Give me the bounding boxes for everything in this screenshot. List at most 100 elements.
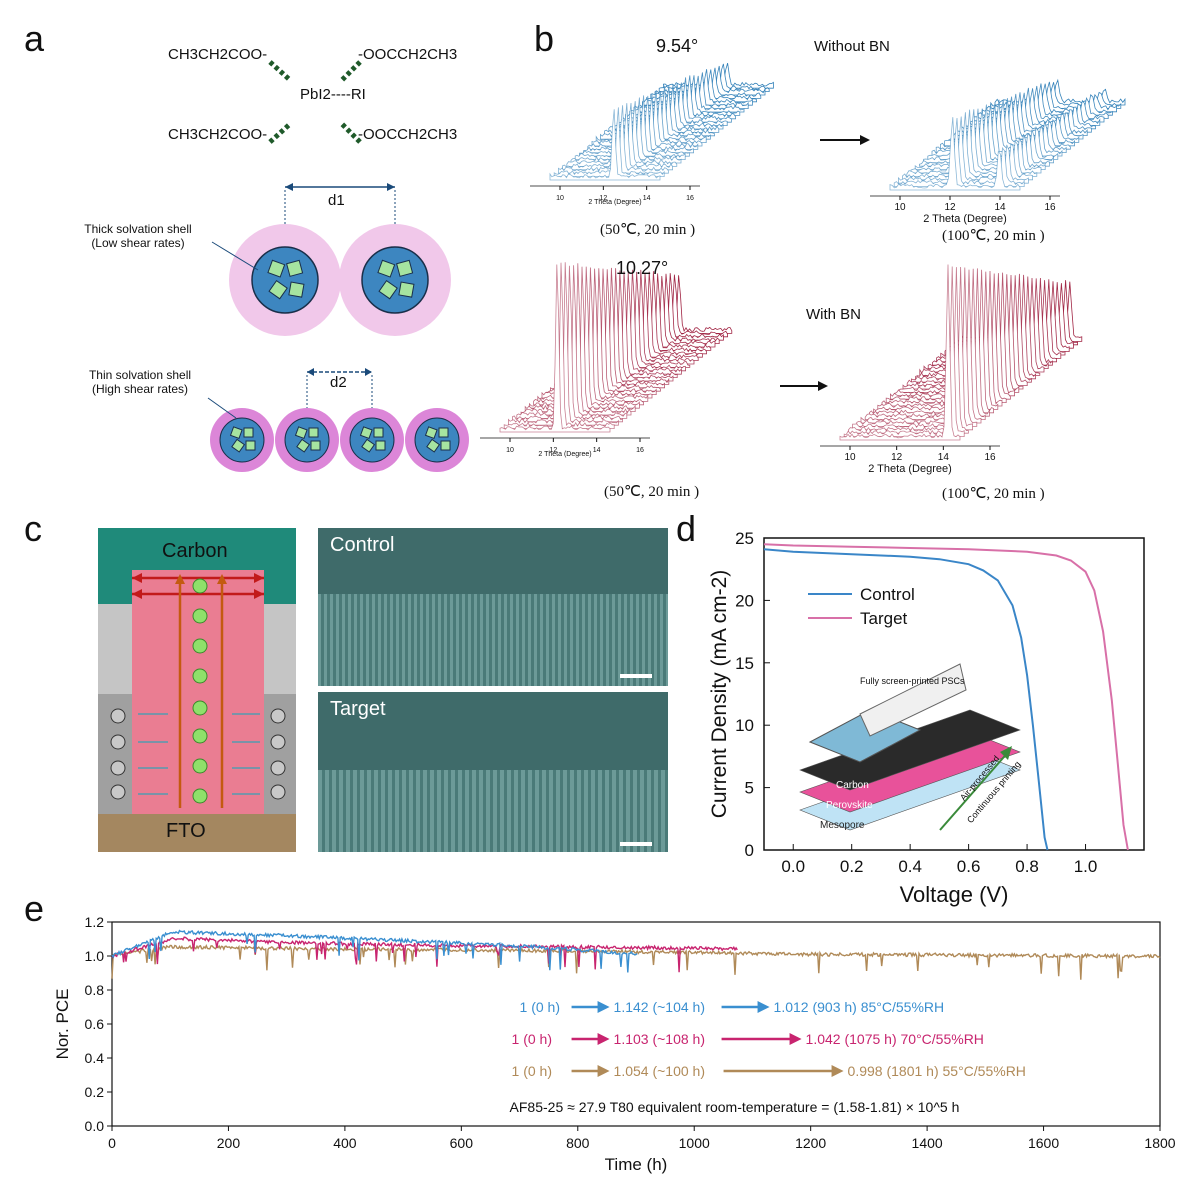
annotation-row: 1 (0 h) 1.103 (~108 h) 1.042 (1075 h) 70°C…: [512, 1031, 984, 1047]
xrd-tick-label: 16: [984, 452, 996, 463]
thin-shells: [210, 408, 469, 472]
annotation-arrow-head: [597, 1033, 610, 1045]
annotation-end: 1.042 (1075 h) 70°C/55%RH: [806, 1031, 984, 1047]
d1-label: d1: [328, 192, 345, 209]
xrd-axis-title: 2 Theta (Degree): [868, 463, 952, 475]
legend-label: Control: [860, 585, 915, 604]
x-axis-title: Voltage (V): [900, 882, 1009, 907]
panel-label-e: e: [24, 888, 45, 929]
solvation-schematic: [207, 60, 469, 472]
x-tick-label: 0: [108, 1135, 116, 1151]
condition-blue-50: (50℃, 20 min ): [600, 222, 696, 238]
peak-label-9-54: 9.54°: [656, 36, 699, 56]
xrd-x-axis: 10 12 14 16 2 Theta (Degree): [530, 185, 700, 206]
xrd-tick-label: 12: [599, 195, 607, 202]
x-tick-label: 0.6: [957, 857, 981, 876]
y-tick-label: 5: [745, 779, 754, 798]
d2-label: d2: [330, 374, 347, 391]
x-tick-label: 0.4: [898, 857, 922, 876]
stability-chart: 0 200 400 600 800 1000 1200 1400 1600 1800 0.0 0.2 0…: [53, 914, 1176, 1174]
x-tick-label: 1600: [1028, 1135, 1059, 1151]
y-tick-label: 15: [735, 654, 754, 673]
panel-label-b: b: [534, 18, 555, 59]
x-tick-label: 200: [217, 1135, 241, 1151]
fto-layer-label: FTO: [166, 820, 206, 842]
y-tick-label: 0.2: [85, 1084, 105, 1100]
x-tick-label: 0.2: [840, 857, 864, 876]
sem-label-control: Control: [330, 534, 395, 556]
xrd-tick-label: 14: [938, 452, 950, 463]
series-line-control: [763, 548, 1049, 851]
annotation-arrow-head: [789, 1033, 802, 1045]
process-arrow-head: [1000, 746, 1012, 760]
series-line-target: [763, 543, 1129, 851]
xrd-tick-label: 14: [593, 447, 601, 454]
inset-layer-mesopore: Mesopore: [820, 820, 865, 831]
ligand-top-right: -OOCCH2CH3: [358, 46, 458, 63]
sem-image-target: Target: [318, 692, 668, 852]
transition-arrow: [820, 135, 870, 145]
sem-label-target: Target: [330, 698, 386, 720]
thin-shell-label: Thin solvation shell (High shear rates): [88, 368, 192, 396]
xrd-x-axis: 10 12 14 16 2 Theta (Degree): [820, 445, 1000, 475]
x-tick-label: 1200: [795, 1135, 826, 1151]
xrd-tick-label: 16: [636, 447, 644, 454]
annotation-row: 1 (0 h) 1.142 (~104 h) 1.012 (903 h) 85°C/…: [520, 999, 945, 1015]
ligand-bottom-right: -OOCCH2CH3: [358, 126, 458, 143]
xrd-tick-label: 10: [506, 447, 514, 454]
annotation-arrow-head: [597, 1001, 610, 1013]
xrd-tick-label: 14: [643, 195, 651, 202]
xrd-tick-label: 10: [556, 195, 564, 202]
xrd-axis-title: 2 Theta (Degree): [923, 213, 1007, 225]
annotation-peak: 1.054 (~100 h): [614, 1063, 705, 1079]
xrd-red-50: 10 12 14 16 2 Theta (Degree): [480, 262, 733, 458]
annotation-arrow-head: [757, 1001, 770, 1013]
x-tick-label: 800: [566, 1135, 590, 1151]
transition-arrow: [780, 381, 828, 391]
y-tick-label: 10: [735, 716, 754, 735]
panel-label-a: a: [24, 18, 45, 59]
xrd-waterfalls: 10 12 14 16 2 Theta (Degree) 10 12 14 16 2 Theta …: [480, 62, 1126, 475]
x-tick-label: 600: [450, 1135, 474, 1151]
thick-shell-label: Thick solvation shell (Low shear rates): [84, 222, 192, 250]
jv-chart: 0.0 0.2 0.4 0.6 0.8 1.0 0 5 10 15 20 25 Voltage (V) C…: [708, 529, 1145, 907]
annotation-end: 1.012 (903 h) 85°C/55%RH: [774, 999, 945, 1015]
x-tick-label: 400: [333, 1135, 357, 1151]
acceleration-factor-note: AF85-25 ≈ 27.9 T80 equivalent room-tempe…: [510, 1099, 960, 1115]
xrd-x-axis: 10 12 14 16 2 Theta (Degree): [870, 195, 1060, 225]
y-axis-title: Nor. PCE: [53, 989, 72, 1060]
y-tick-label: 0.0: [85, 1118, 105, 1134]
xrd-tick-label: 10: [844, 452, 856, 463]
xrd-x-axis: 10 12 14 16 2 Theta (Degree): [480, 437, 650, 458]
y-tick-label: 0: [745, 841, 754, 860]
xrd-tick-label: 10: [894, 202, 906, 213]
without-bn-label: Without BN: [814, 38, 890, 55]
sem-image-control: Control: [318, 528, 668, 686]
annotation-arrow-head: [831, 1065, 844, 1077]
xrd-red-100: 10 12 14 16 2 Theta (Degree): [820, 264, 1083, 475]
xrd-tick-label: 16: [1044, 202, 1056, 213]
xrd-tick-label: 14: [994, 202, 1006, 213]
y-tick-label: 0.4: [85, 1050, 105, 1066]
inset-layer-carbon: Carbon: [836, 780, 869, 791]
series-line-70c55rh: [111, 936, 738, 973]
x-tick-label: 0.8: [1015, 857, 1039, 876]
series-line-85c55rh: [111, 929, 638, 973]
panel-label-c: c: [24, 508, 42, 549]
carbon-layer-label: Carbon: [162, 540, 228, 562]
device-inset: Fully screen-printed PSCs Carbon Perovskit…: [799, 663, 1022, 831]
xrd-axis-title: 2 Theta (Degree): [538, 451, 591, 458]
annotation-start: 1 (0 h): [520, 999, 560, 1015]
inset-title: Fully screen-printed PSCs: [860, 676, 965, 686]
inset-layer-perovskite: Perovskite: [826, 800, 873, 811]
x-tick-label: 1800: [1144, 1135, 1175, 1151]
y-axis-title: Current Density (mA cm-2): [708, 570, 731, 819]
annotation-peak: 1.142 (~104 h): [614, 999, 705, 1015]
squeegee: [859, 663, 967, 737]
peak-label-10-27: 10.27°: [616, 258, 669, 278]
xrd-blue-100: 10 12 14 16 2 Theta (Degree): [870, 78, 1126, 225]
y-tick-label: 0.6: [85, 1016, 105, 1032]
annotation-row: 1 (0 h) 1.054 (~100 h) 0.998 (1801 h) 55°C…: [512, 1063, 1026, 1079]
xrd-axis-title: 2 Theta (Degree): [588, 199, 641, 206]
annotation-peak: 1.103 (~108 h): [614, 1031, 705, 1047]
